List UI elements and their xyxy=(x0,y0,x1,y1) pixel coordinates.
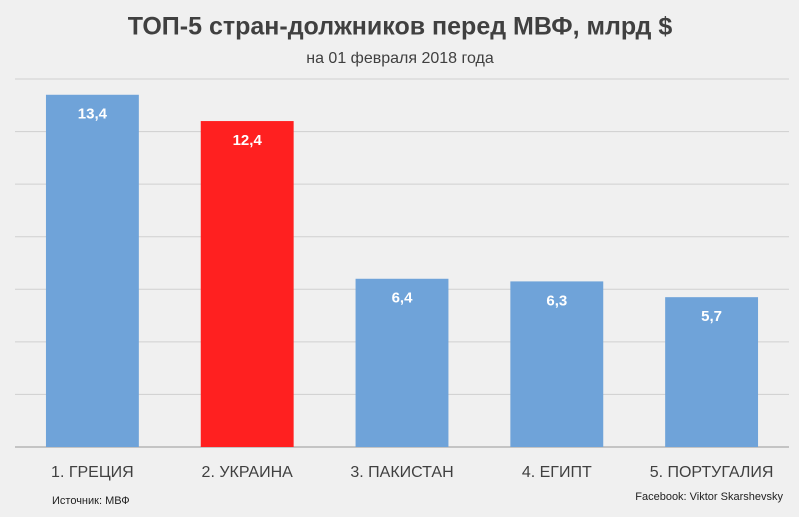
bar xyxy=(510,281,604,447)
bar xyxy=(665,297,759,447)
x-tick-label: 3. ПАКИСТАН xyxy=(350,464,453,481)
source-note: Источник: МВФ xyxy=(52,495,130,507)
value-label: 13,4 xyxy=(78,106,108,123)
value-label: 6,3 xyxy=(546,292,567,309)
x-tick-label: 4. ЕГИПТ xyxy=(522,464,592,481)
x-tick-label: 2. УКРАИНА xyxy=(202,464,294,481)
value-label: 6,4 xyxy=(392,290,414,307)
chart-title: ТОП-5 стран-должников перед МВФ, млрд $ xyxy=(128,13,673,41)
value-label: 12,4 xyxy=(233,132,263,149)
credit-note: Facebook: Viktor Skarshevsky xyxy=(635,491,783,503)
x-tick-label: 1. ГРЕЦИЯ xyxy=(51,464,134,481)
bar xyxy=(355,278,449,447)
x-tick-label: 5. ПОРТУГАЛИЯ xyxy=(650,464,774,481)
chart-subtitle: на 01 февраля 2018 года xyxy=(306,50,494,67)
bar xyxy=(45,94,139,448)
bar xyxy=(200,121,294,448)
value-label: 5,7 xyxy=(701,308,722,325)
